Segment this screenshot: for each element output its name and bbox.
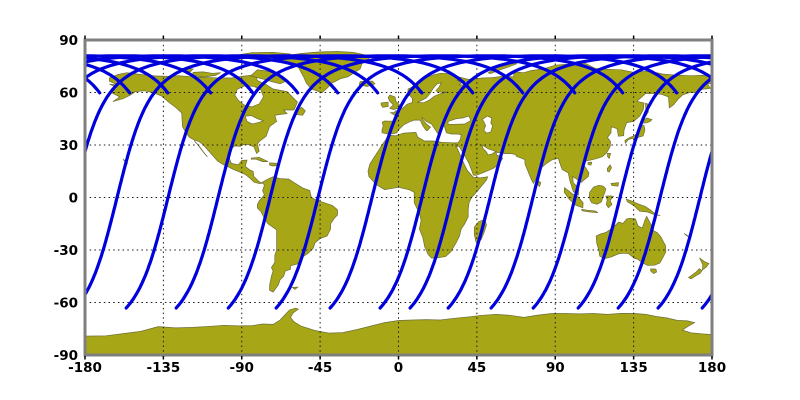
map-layer [85,40,712,355]
orbit-track [274,54,625,310]
x-tick-label: -135 [146,360,180,376]
y-tick-label: -30 [54,243,78,259]
land-ireland [380,101,389,108]
land-new-zealand-north [699,257,710,271]
orbit-track [226,54,577,310]
water-black-sea [447,115,472,125]
x-tick-label: -90 [230,360,254,376]
land-eurasia [381,61,712,196]
orbit-track [124,54,475,310]
x-tick-label: 90 [546,360,565,376]
x-tick-label: 0 [394,360,403,376]
orbit-track [408,54,712,310]
x-tick-label: 45 [467,360,486,376]
land-falkland-islands [291,286,299,290]
land-africa [367,132,489,259]
orbit-tracks [85,54,712,310]
y-tick-label: 90 [59,33,78,49]
land-mindanao [610,182,619,187]
orbit-track [489,54,712,310]
y-tick-label: 0 [69,191,78,207]
y-tick-label: 60 [59,86,78,102]
x-tick-label: 135 [620,360,648,376]
land-new-caledonia [683,233,690,238]
land-new-zealand-south [687,268,703,280]
land-taiwan [607,153,612,160]
land-cuba [250,156,269,162]
orbit-track [656,145,712,310]
orbit-track [616,76,712,310]
land-great-britain [387,94,402,110]
x-tick-label: -180 [68,360,102,376]
land-luzon [606,164,612,173]
y-tick-label: -90 [54,348,78,364]
x-tick-label: -45 [308,360,332,376]
orbit-track [446,54,712,310]
land-tasmania [650,268,658,275]
water-baltic-sea [417,82,449,104]
orbit-track [85,54,300,95]
land-baffin-island [249,69,287,85]
land-hainan [587,161,593,166]
y-tick-label: -60 [54,296,78,312]
orbit-track [85,54,255,95]
tick-marks [84,35,713,360]
land-borneo [588,184,607,205]
orbit-track [85,54,340,95]
orbit-track [174,54,525,310]
orbit-track [531,55,712,310]
orbit-track [576,60,712,310]
land-greenland [280,51,370,94]
orbit-track [378,54,712,310]
land-japan-honshu [624,124,646,145]
land-java [581,208,599,214]
orbit-track [328,54,679,310]
y-tick-label: 30 [59,138,78,154]
land-baja-california [193,140,208,158]
land-sulawesi [605,195,615,209]
water-caspian-sea [481,115,493,134]
water-great-lakes [244,115,265,125]
x-tick-label: 180 [698,360,726,376]
plot-frame [83,38,714,357]
